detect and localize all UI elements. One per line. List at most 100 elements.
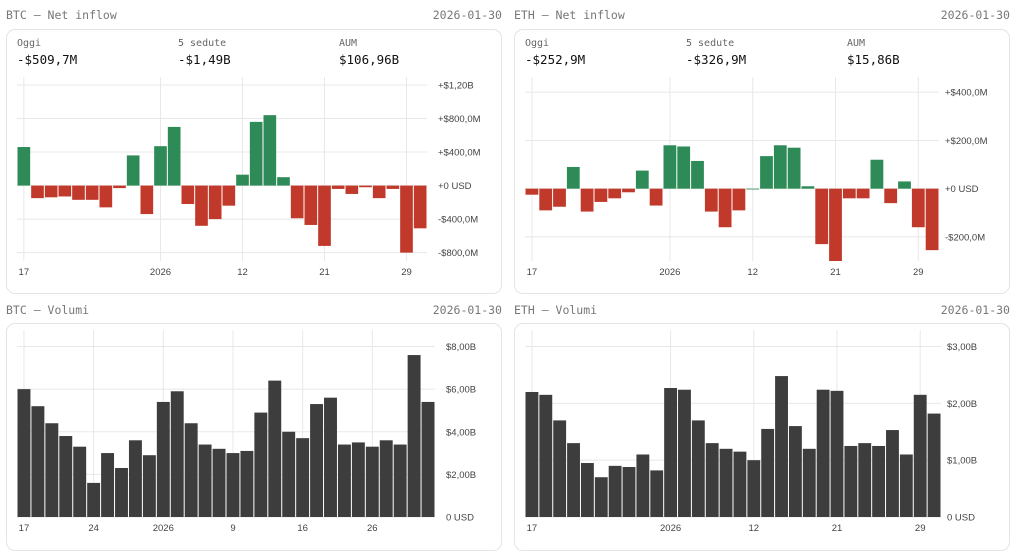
bar[interactable]	[911, 188, 925, 228]
bar[interactable]	[87, 482, 101, 517]
bar[interactable]	[195, 185, 208, 226]
bar[interactable]	[268, 380, 282, 517]
bar[interactable]	[608, 188, 622, 199]
bar[interactable]	[365, 446, 379, 517]
bar[interactable]	[254, 412, 268, 517]
bar[interactable]	[733, 451, 747, 517]
bar[interactable]	[393, 444, 407, 517]
bar[interactable]	[649, 188, 663, 206]
bar[interactable]	[99, 185, 113, 208]
bar[interactable]	[44, 185, 58, 198]
bar[interactable]	[372, 185, 386, 199]
bar[interactable]	[608, 465, 622, 517]
bar[interactable]	[856, 188, 870, 199]
bar[interactable]	[115, 467, 128, 517]
bar[interactable]	[59, 436, 73, 517]
bar[interactable]	[154, 146, 167, 186]
bar[interactable]	[31, 185, 44, 199]
bar[interactable]	[830, 390, 844, 517]
bar[interactable]	[664, 388, 678, 517]
bar[interactable]	[760, 156, 773, 189]
bar[interactable]	[345, 185, 359, 194]
bar[interactable]	[72, 185, 85, 200]
bar[interactable]	[580, 463, 594, 517]
bar[interactable]	[324, 397, 337, 517]
bar[interactable]	[198, 444, 212, 517]
bar[interactable]	[184, 423, 198, 517]
bar[interactable]	[113, 185, 126, 189]
bar[interactable]	[222, 185, 236, 206]
bar[interactable]	[844, 445, 858, 517]
bar[interactable]	[815, 188, 829, 245]
bar[interactable]	[128, 440, 142, 517]
bar[interactable]	[678, 389, 691, 517]
bar[interactable]	[331, 185, 345, 189]
bar[interactable]	[842, 188, 856, 199]
bar[interactable]	[525, 188, 539, 195]
bar[interactable]	[539, 188, 553, 211]
bar[interactable]	[718, 188, 732, 228]
bar[interactable]	[594, 477, 608, 517]
bar[interactable]	[296, 438, 310, 517]
bar[interactable]	[290, 185, 304, 219]
bar[interactable]	[58, 185, 72, 197]
bar[interactable]	[31, 406, 45, 517]
bar[interactable]	[663, 145, 677, 189]
bar[interactable]	[622, 188, 635, 193]
bar[interactable]	[539, 394, 553, 517]
bar[interactable]	[359, 185, 372, 188]
bar[interactable]	[45, 423, 59, 517]
bar[interactable]	[788, 426, 802, 517]
bar[interactable]	[567, 443, 580, 517]
bar[interactable]	[304, 185, 318, 225]
bar[interactable]	[872, 445, 886, 517]
bar[interactable]	[691, 160, 704, 189]
bar[interactable]	[829, 188, 842, 261]
bar[interactable]	[310, 404, 324, 517]
bar[interactable]	[277, 177, 290, 186]
bar[interactable]	[580, 188, 594, 212]
bar[interactable]	[407, 355, 421, 517]
bar[interactable]	[858, 443, 872, 517]
bar[interactable]	[732, 188, 746, 211]
bar[interactable]	[413, 185, 427, 229]
bar[interactable]	[594, 188, 608, 202]
bar[interactable]	[705, 443, 719, 517]
bar[interactable]	[400, 185, 413, 253]
bar[interactable]	[927, 413, 941, 517]
bar[interactable]	[761, 428, 775, 517]
bar[interactable]	[156, 401, 170, 517]
bar[interactable]	[17, 389, 31, 517]
bar[interactable]	[249, 121, 263, 186]
bar[interactable]	[379, 440, 393, 517]
bar[interactable]	[167, 126, 181, 186]
bar[interactable]	[677, 146, 691, 189]
bar[interactable]	[898, 181, 911, 189]
bar[interactable]	[126, 155, 140, 186]
bar[interactable]	[622, 466, 636, 517]
bar[interactable]	[73, 446, 87, 517]
bar[interactable]	[212, 448, 226, 517]
bar[interactable]	[801, 186, 815, 189]
bar[interactable]	[925, 188, 939, 251]
bar[interactable]	[170, 391, 184, 517]
bar[interactable]	[337, 444, 351, 517]
bar[interactable]	[553, 188, 566, 207]
bar[interactable]	[263, 115, 277, 186]
bar[interactable]	[85, 185, 99, 200]
bar[interactable]	[142, 455, 156, 517]
bar[interactable]	[746, 188, 760, 190]
bar[interactable]	[691, 420, 705, 517]
bar[interactable]	[884, 188, 898, 204]
bar[interactable]	[208, 185, 222, 220]
bar[interactable]	[704, 188, 718, 212]
bar[interactable]	[240, 450, 254, 517]
bar[interactable]	[386, 185, 400, 189]
bar[interactable]	[775, 376, 788, 517]
bar[interactable]	[886, 430, 899, 517]
bar[interactable]	[913, 394, 927, 517]
bar[interactable]	[773, 145, 787, 189]
bar[interactable]	[899, 454, 913, 517]
bar[interactable]	[816, 389, 830, 517]
bar[interactable]	[870, 159, 884, 189]
